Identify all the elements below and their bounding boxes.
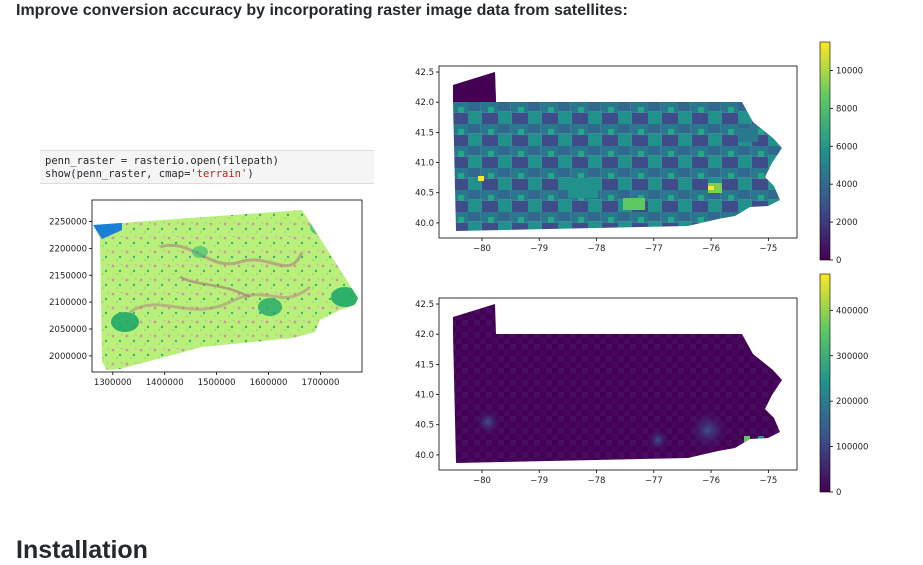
y-tick-label: 42.0 (415, 330, 434, 340)
x-axis-ticks: −80 −79 −78 −77 −76 −75 (473, 238, 777, 254)
y-tick-label: 42.5 (415, 68, 434, 78)
terrain-raster-plot: 1300000 1400000 1500000 1600000 1700000 2000… (49, 199, 363, 388)
colorbar-tick-label: 6000 (836, 142, 858, 152)
y-tick-label: 41.0 (415, 159, 434, 169)
x-tick-label: 1500000 (198, 378, 236, 388)
y-axis-ticks: 2000000 2050000 2100000 2150000 2200000 22500… (49, 218, 92, 362)
choropleth-figure: −80 −79 −78 −77 −76 −75 40.0 40.5 41.0 41.5 42.0 4… (408, 41, 863, 270)
x-tick-label: −79 (530, 476, 548, 486)
y-tick-label: 41.5 (415, 128, 434, 138)
x-axis-ticks: −80 −79 −78 −77 −76 −75 (473, 470, 777, 486)
colorbar-tick-label: 100000 (836, 443, 868, 453)
x-tick-label: −79 (530, 244, 548, 254)
y-axis-ticks: 40.0 40.5 41.0 41.5 42.0 42.5 (415, 300, 439, 461)
y-tick-label: 40.0 (415, 451, 434, 461)
colorbar-tick-label: 200000 (836, 397, 868, 407)
section-subheading: Improve conversion accuracy by incorpora… (16, 2, 628, 19)
colorbar (819, 273, 831, 493)
y-tick-label: 41.5 (415, 360, 434, 370)
x-tick-label: −75 (759, 244, 777, 254)
code-line-2-string: 'terrain' (190, 168, 248, 180)
y-tick-label: 2000000 (49, 352, 87, 362)
colorbar-tick-label: 2000 (836, 218, 858, 228)
code-line-2-call: show(penn_raster, cmap= (45, 168, 191, 180)
x-tick-label: −80 (473, 476, 491, 486)
colorbar-tick-label: 400000 (836, 306, 868, 316)
x-tick-label: −78 (588, 476, 606, 486)
y-tick-label: 2100000 (49, 298, 87, 308)
y-tick-label: 40.0 (415, 219, 434, 229)
x-axis-ticks: 1300000 1400000 1500000 1600000 1700000 (94, 372, 340, 388)
y-tick-label: 42.0 (415, 98, 434, 108)
colorbar-tick-label: 0 (836, 488, 841, 498)
code-line-2-close: ) (247, 168, 254, 180)
code-line-1: penn_raster = rasterio.open(filepath) (45, 155, 279, 167)
y-tick-label: 2150000 (49, 271, 87, 281)
y-tick-label: 42.5 (415, 300, 434, 310)
y-tick-label: 2200000 (49, 244, 87, 254)
x-tick-label: −77 (645, 476, 663, 486)
x-tick-label: 1600000 (250, 378, 288, 388)
x-tick-label: 1300000 (94, 378, 132, 388)
y-tick-label: 2250000 (49, 218, 87, 228)
y-axis-ticks: 40.0 40.5 41.0 41.5 42.0 42.5 (415, 68, 439, 229)
x-tick-label: −76 (702, 476, 720, 486)
installation-heading: Installation (16, 536, 148, 564)
colorbar-tick-label: 8000 (836, 104, 858, 114)
y-tick-label: 41.0 (415, 391, 434, 401)
x-tick-label: 1700000 (302, 378, 340, 388)
raster-image (93, 210, 358, 370)
colorbar-tick-label: 10000 (836, 66, 863, 76)
choropleth-plot: −80 −79 −78 −77 −76 −75 40.040.541.041.542.04… (415, 41, 863, 266)
y-tick-label: 40.5 (415, 189, 434, 199)
code-block: penn_raster = rasterio.open(filepath) sh… (40, 150, 374, 184)
x-tick-label: −78 (588, 244, 606, 254)
colorbar-ticks: 0 100000 200000 300000 400000 (830, 306, 868, 498)
y-tick-label: 2050000 (49, 325, 87, 335)
terrain-raster-figure: 1300000 1400000 1500000 1600000 1700000 2000… (40, 192, 370, 392)
x-tick-label: −75 (759, 476, 777, 486)
grid-figure: −80 −79 −78 −77 −76 −75 40.0 40.5 41.0 41.5 42.0 4… (408, 273, 868, 502)
colorbar (819, 41, 831, 261)
grid-plot: −80 −79 −78 −77 −76 −75 40.040.541.041.542.04… (415, 273, 868, 498)
x-tick-label: 1400000 (146, 378, 184, 388)
y-tick-label: 40.5 (415, 421, 434, 431)
x-tick-label: −77 (645, 244, 663, 254)
x-tick-label: −76 (702, 244, 720, 254)
code-line-2: show(penn_raster, cmap='terrain') (45, 168, 374, 181)
colorbar-tick-label: 4000 (836, 180, 858, 190)
colorbar-ticks: 0 2000 4000 6000 8000 10000 (830, 66, 863, 266)
x-tick-label: −80 (473, 244, 491, 254)
colorbar-tick-label: 0 (836, 256, 841, 266)
colorbar-tick-label: 300000 (836, 352, 868, 362)
